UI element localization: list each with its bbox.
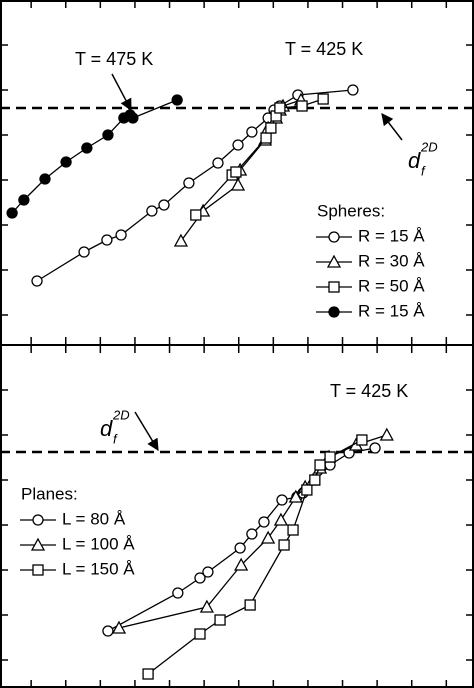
ref-label: d [100, 416, 113, 441]
data-point [261, 530, 276, 544]
arrow [111, 73, 132, 112]
data-point [173, 233, 189, 247]
legend-marker [328, 306, 340, 318]
legend-label: R = 50 Å [358, 276, 425, 295]
legend-marker [30, 537, 46, 551]
data-point [260, 132, 272, 144]
data-point [317, 93, 329, 105]
data-point [202, 566, 214, 578]
series-line [195, 98, 324, 216]
data-point [171, 94, 183, 106]
series-line [11, 99, 178, 214]
data-point [142, 668, 154, 680]
legend-marker [32, 564, 44, 576]
ref-label-sup: 2D [420, 139, 438, 154]
legend-label: R = 15 Å [358, 301, 425, 320]
data-point [296, 100, 308, 112]
data-point [78, 246, 90, 258]
data-point [244, 599, 256, 611]
data-point [369, 442, 381, 454]
data-point [18, 194, 30, 206]
data-point [214, 614, 226, 626]
ref-label: d [408, 148, 421, 173]
data-point [324, 451, 336, 463]
data-point [347, 84, 359, 96]
data-point [246, 528, 258, 540]
legend-label: R = 15 Å [358, 226, 425, 245]
data-point [81, 142, 93, 154]
data-point [194, 628, 206, 640]
data-point [199, 599, 214, 613]
data-point [60, 156, 72, 168]
legend-marker [328, 231, 340, 243]
data-point [102, 129, 114, 141]
data-point [288, 489, 303, 503]
data-point [258, 516, 270, 528]
data-point [274, 102, 286, 114]
series-line [107, 447, 376, 632]
data-point [287, 524, 299, 536]
data-point [230, 177, 246, 191]
data-point [379, 427, 394, 441]
arrow [381, 113, 403, 141]
data-point [234, 557, 249, 571]
data-point [246, 126, 258, 138]
annotation: T = 475 K [75, 49, 153, 69]
data-point [273, 512, 289, 526]
data-point [301, 484, 313, 496]
data-point [115, 229, 127, 241]
data-point [31, 275, 43, 287]
data-point [194, 572, 206, 584]
legend-marker [328, 281, 340, 293]
data-point [234, 542, 246, 554]
series-line [147, 439, 363, 675]
legend-label: L = 150 Å [62, 559, 135, 578]
data-point [101, 234, 113, 246]
data-point [172, 587, 184, 599]
legend-title: Spheres: [317, 201, 385, 220]
legend-label: L = 80 Å [62, 509, 126, 528]
data-point [212, 157, 224, 169]
arrow [134, 411, 159, 452]
ref-label-sub: f [421, 163, 426, 178]
data-point [102, 625, 114, 637]
data-point [230, 166, 242, 178]
data-point [265, 122, 277, 134]
data-point [356, 434, 368, 446]
legend-marker [32, 514, 44, 526]
data-point [309, 474, 321, 486]
annotation: T = 425 K [285, 39, 363, 59]
data-point [190, 209, 202, 221]
data-point [278, 539, 290, 551]
data-point [183, 177, 195, 189]
data-point [6, 207, 18, 219]
data-point [111, 620, 127, 634]
data-point [232, 139, 244, 151]
data-point [39, 173, 51, 185]
data-point [276, 494, 288, 506]
data-point [158, 199, 170, 211]
ref-label-sub: f [113, 431, 118, 446]
legend-marker [326, 254, 342, 268]
data-point [127, 112, 139, 124]
ref-label-sup: 2D [112, 407, 130, 422]
data-point [146, 205, 158, 217]
legend-title: Planes: [21, 484, 78, 503]
legend-label: L = 100 Å [62, 534, 135, 553]
legend-label: R = 30 Å [358, 251, 425, 270]
annotation: T = 425 K [330, 381, 408, 401]
data-point [314, 459, 326, 471]
